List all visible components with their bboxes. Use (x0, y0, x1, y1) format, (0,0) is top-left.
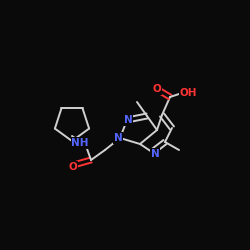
Text: O: O (68, 162, 78, 172)
Text: N: N (150, 149, 160, 159)
Text: NH: NH (71, 138, 89, 148)
Text: N: N (114, 133, 122, 143)
Text: OH: OH (179, 88, 197, 98)
Text: O: O (152, 84, 162, 94)
Text: N: N (124, 115, 132, 125)
